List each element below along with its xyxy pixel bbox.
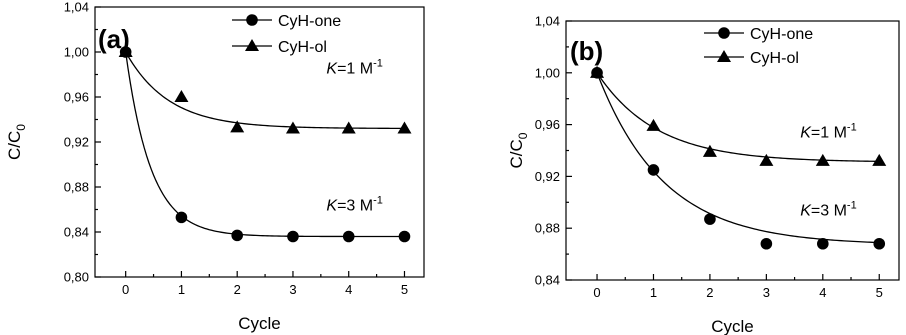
- fit-curve-cyh-one: [596, 72, 880, 244]
- data-point-cyh-ol: [230, 120, 245, 133]
- annotation-text: =1 M: [337, 60, 373, 77]
- legend-label-cyh-ol: CyH-ol: [278, 39, 327, 56]
- y-axis-title-subscript: 0: [14, 124, 28, 131]
- legend-marker-cyh-ol: [717, 50, 731, 63]
- data-point-cyh-one: [817, 237, 829, 250]
- legend-label-cyh-ol: CyH-ol: [750, 50, 799, 67]
- annotation-italic: K: [326, 198, 338, 215]
- data-point-cyh-one: [704, 213, 716, 225]
- y-tick-label: 1,04: [64, 0, 89, 15]
- data-point-cyh-ol: [759, 153, 774, 166]
- data-point-cyh-one: [231, 229, 243, 242]
- legend-label-cyh-one: CyH-one: [750, 26, 813, 43]
- x-tick-label: 1: [650, 285, 657, 300]
- legend-marker-cyh-one: [246, 14, 258, 26]
- data-point-cyh-ol: [285, 121, 300, 134]
- annotation-text: =3 M: [337, 198, 373, 215]
- y-tick-label: 0,96: [535, 117, 560, 132]
- data-point-cyh-ol: [174, 90, 189, 103]
- y-axis-title-subscript: 0: [516, 132, 530, 139]
- y-tick-label: 0,92: [64, 135, 89, 150]
- y-axis-title: C/C0: [507, 132, 530, 168]
- annotation-superscript: -1: [847, 122, 857, 134]
- y-tick-label: 0,92: [535, 169, 560, 184]
- data-point-cyh-one: [873, 237, 886, 250]
- annotation-italic: K: [800, 202, 812, 219]
- y-tick-label: 0,84: [535, 273, 560, 288]
- fit-curve-cyh-one: [125, 51, 405, 238]
- x-tick-label: 2: [706, 285, 713, 300]
- annotation-superscript: -1: [373, 57, 383, 69]
- y-tick-label: 1,00: [535, 65, 560, 80]
- y-tick-label: 0,80: [64, 270, 89, 285]
- data-point-cyh-one: [760, 237, 773, 250]
- annotation-italic: K: [326, 60, 338, 77]
- y-axis-title-main: C/C: [5, 131, 24, 160]
- fit-curve-cyh-ol: [596, 72, 880, 163]
- x-tick-label: 5: [401, 282, 408, 297]
- annotation-cyh-one: K=3 M-1: [326, 195, 382, 215]
- data-point-cyh-ol: [646, 118, 661, 131]
- y-tick-label: 0,88: [64, 180, 89, 195]
- x-tick-label: 3: [763, 285, 770, 300]
- x-tick-label: 2: [234, 282, 241, 297]
- data-point-cyh-ol: [118, 45, 133, 58]
- y-tick-label: 1,00: [64, 45, 89, 60]
- annotation-text: =1 M: [811, 125, 847, 142]
- x-axis-title: Cycle: [711, 317, 754, 335]
- x-tick-label: 5: [876, 285, 883, 300]
- x-tick-label: 0: [122, 282, 129, 297]
- annotation-cyh-one: K=3 M-1: [800, 199, 856, 219]
- legend-marker-cyh-ol: [245, 39, 259, 52]
- data-point-cyh-ol: [341, 121, 356, 134]
- data-point-cyh-ol: [702, 144, 717, 157]
- y-tick-label: 0,96: [64, 90, 89, 105]
- annotation-cyh-ol: K=1 M-1: [800, 122, 856, 142]
- chart-panel-a: 0,80 0,84 0,88 0,92 0,96 1,00 1,04 0 1 2 3 4 5 Cycle C…: [5, 0, 425, 333]
- x-axis-title: Cycle: [238, 314, 281, 333]
- y-axis-title: C/C0: [5, 124, 28, 160]
- legend-label-cyh-one: CyH-one: [278, 13, 341, 30]
- data-point-cyh-ol: [815, 153, 830, 166]
- legend-marker-cyh-one: [718, 27, 730, 39]
- chart-panel-b: 0,840,880,920,961,001,040 1 2 3 4 5CycleC/C0(…: [507, 14, 900, 335]
- x-tick-label: 4: [819, 285, 826, 300]
- annotation-cyh-ol: K=1 M-1: [326, 57, 382, 77]
- annotation-text: =3 M: [811, 202, 847, 219]
- panel-label: (b): [570, 36, 603, 66]
- y-tick-label: 0,84: [64, 225, 89, 240]
- data-point-cyh-one: [287, 230, 299, 243]
- x-tick-label: 1: [178, 282, 185, 297]
- x-tick-label: 4: [345, 282, 352, 297]
- y-tick-label: 1,04: [535, 14, 560, 29]
- data-point-cyh-one: [342, 230, 355, 243]
- y-axis-title-main: C/C: [507, 139, 526, 168]
- data-point-cyh-ol: [872, 153, 887, 166]
- annotation-italic: K: [800, 125, 812, 142]
- data-point-cyh-ol: [397, 121, 412, 134]
- y-tick-label: 0,88: [535, 221, 560, 236]
- x-tick-label: 3: [289, 282, 296, 297]
- data-point-cyh-one: [398, 230, 411, 243]
- data-point-cyh-one: [175, 211, 188, 224]
- data-point-cyh-ol: [590, 65, 605, 78]
- annotation-superscript: -1: [373, 195, 383, 207]
- fit-curve-cyh-ol: [125, 51, 405, 130]
- data-point-cyh-one: [647, 164, 660, 176]
- x-tick-label: 0: [593, 285, 600, 300]
- annotation-superscript: -1: [847, 199, 857, 211]
